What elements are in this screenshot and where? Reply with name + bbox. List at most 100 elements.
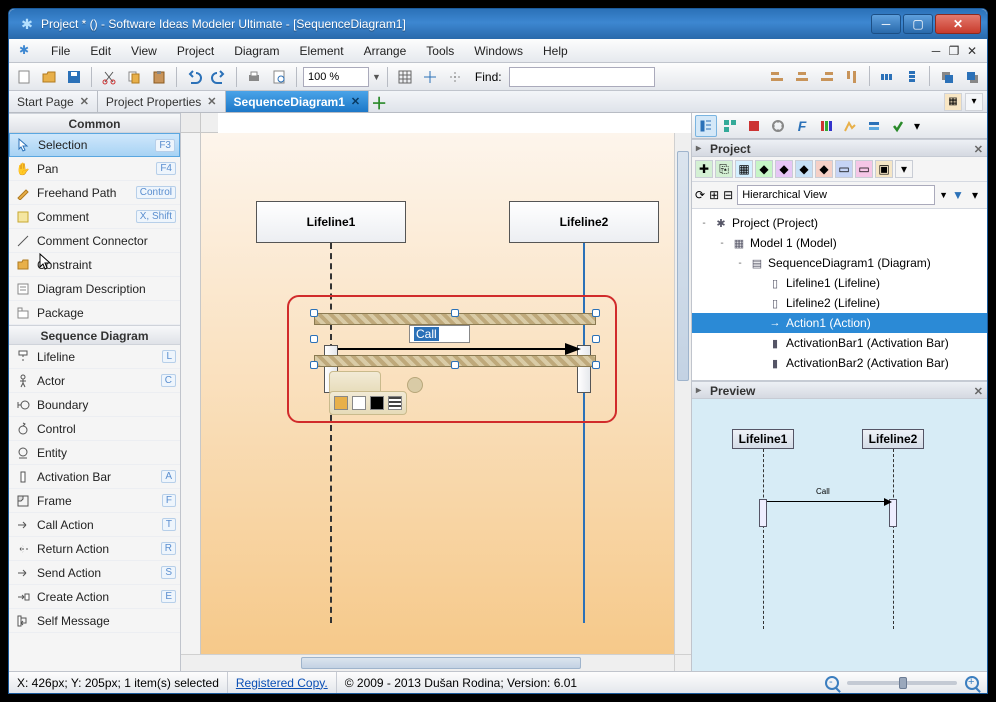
tool-control[interactable]: Control bbox=[9, 417, 180, 441]
maximize-button[interactable]: ▢ bbox=[903, 14, 933, 34]
proj-btn-menu[interactable]: ▾ bbox=[895, 160, 913, 178]
proj-btn-5[interactable]: ◆ bbox=[775, 160, 793, 178]
action-label-editor[interactable]: Call bbox=[409, 325, 470, 343]
tab-close-icon[interactable]: ✕ bbox=[207, 95, 216, 108]
tab-1[interactable]: Project Properties✕ bbox=[98, 91, 226, 112]
proj-btn-10[interactable]: ▣ bbox=[875, 160, 893, 178]
zoom-input[interactable] bbox=[303, 67, 369, 87]
tab-close-icon[interactable]: ✕ bbox=[351, 95, 360, 108]
color-swatch-2[interactable] bbox=[352, 396, 366, 410]
proj-collapse-button[interactable]: ⊟ bbox=[723, 188, 733, 202]
proj-btn-4[interactable]: ◆ bbox=[755, 160, 773, 178]
mdi-restore-icon[interactable]: ❐ bbox=[947, 44, 961, 58]
menu-help[interactable]: Help bbox=[533, 41, 578, 61]
proj-btn-6[interactable]: ◆ bbox=[795, 160, 813, 178]
menu-view[interactable]: View bbox=[121, 41, 167, 61]
project-panel-header[interactable]: Project✕ bbox=[692, 139, 987, 157]
print-button[interactable] bbox=[243, 66, 265, 88]
rp-tool-1[interactable] bbox=[695, 115, 717, 137]
paste-button[interactable] bbox=[148, 66, 170, 88]
tree-row[interactable]: ▯Lifeline2 (Lifeline) bbox=[692, 293, 987, 313]
add-tab-button[interactable]: ＋ bbox=[369, 91, 389, 112]
tree-row[interactable]: ▯Lifeline1 (Lifeline) bbox=[692, 273, 987, 293]
tree-row[interactable]: -✱Project (Project) bbox=[692, 213, 987, 233]
menu-arrange[interactable]: Arrange bbox=[354, 41, 417, 61]
zoom-slider[interactable] bbox=[847, 681, 957, 685]
mdi-minimize-icon[interactable]: ─ bbox=[929, 44, 943, 58]
tool-send-action[interactable]: Send ActionS bbox=[9, 561, 180, 585]
filter-icon[interactable]: ▼ bbox=[952, 188, 968, 202]
horizontal-scrollbar[interactable] bbox=[201, 654, 674, 671]
rp-tool-5[interactable]: F bbox=[791, 115, 813, 137]
cut-button[interactable] bbox=[98, 66, 120, 88]
lifeline-2-header[interactable]: Lifeline2 bbox=[509, 201, 659, 243]
tree-row[interactable]: -▤SequenceDiagram1 (Diagram) bbox=[692, 253, 987, 273]
diagram-canvas[interactable]: Lifeline1 Lifeline2 bbox=[201, 133, 674, 654]
tree-twisty-icon[interactable]: - bbox=[716, 238, 728, 249]
tool-package[interactable]: Package bbox=[9, 301, 180, 325]
proj-btn-7[interactable]: ◆ bbox=[815, 160, 833, 178]
tool-activation-bar[interactable]: Activation BarA bbox=[9, 465, 180, 489]
proj-btn-3[interactable]: ▦ bbox=[735, 160, 753, 178]
tool-comment-connector[interactable]: Comment Connector bbox=[9, 229, 180, 253]
status-registered-link[interactable]: Registered Copy. bbox=[228, 672, 337, 693]
distribute-h-button[interactable] bbox=[876, 66, 898, 88]
tool-boundary[interactable]: Boundary bbox=[9, 393, 180, 417]
context-handle[interactable] bbox=[407, 377, 423, 393]
lifeline-1-header[interactable]: Lifeline1 bbox=[256, 201, 406, 243]
find-input[interactable] bbox=[509, 67, 655, 87]
rp-tool-9[interactable] bbox=[887, 115, 909, 137]
tab-2[interactable]: SequenceDiagram1✕ bbox=[226, 91, 370, 112]
new-button[interactable] bbox=[13, 66, 35, 88]
distribute-v-button[interactable] bbox=[901, 66, 923, 88]
tab-menu-1[interactable]: ▦ bbox=[944, 93, 962, 111]
rp-tool-8[interactable] bbox=[863, 115, 885, 137]
menu-file[interactable]: File bbox=[41, 41, 80, 61]
save-button[interactable] bbox=[63, 66, 85, 88]
color-swatch-1[interactable] bbox=[334, 396, 348, 410]
menu-project[interactable]: Project bbox=[167, 41, 224, 61]
send-back-button[interactable] bbox=[961, 66, 983, 88]
tab-0[interactable]: Start Page✕ bbox=[9, 91, 98, 112]
color-swatch-3[interactable] bbox=[370, 396, 384, 410]
view-mode-select[interactable] bbox=[737, 185, 935, 205]
project-tree[interactable]: -✱Project (Project)-▦Model 1 (Model)-▤Se… bbox=[692, 209, 987, 381]
tool-call-action[interactable]: Call ActionT bbox=[9, 513, 180, 537]
proj-btn-2[interactable]: ⎘ bbox=[715, 160, 733, 178]
undo-button[interactable] bbox=[183, 66, 205, 88]
zoom-out-icon[interactable]: - bbox=[825, 676, 839, 690]
rp-tool-menu[interactable]: ▾ bbox=[911, 115, 923, 137]
copy-button[interactable] bbox=[123, 66, 145, 88]
minimize-button[interactable]: ─ bbox=[871, 14, 901, 34]
menu-diagram[interactable]: Diagram bbox=[224, 41, 289, 61]
align-top-button[interactable] bbox=[841, 66, 863, 88]
vertical-scrollbar[interactable] bbox=[674, 133, 691, 654]
zoom-in-icon[interactable]: + bbox=[965, 676, 979, 690]
tab-close-icon[interactable]: ✕ bbox=[80, 95, 89, 108]
proj-refresh-button[interactable]: ⟳ bbox=[695, 188, 705, 202]
tool-diagram-description[interactable]: Diagram Description bbox=[9, 277, 180, 301]
proj-menu2[interactable]: ▾ bbox=[972, 188, 984, 202]
bring-front-button[interactable] bbox=[936, 66, 958, 88]
preview-panel-header[interactable]: Preview✕ bbox=[692, 381, 987, 399]
tree-twisty-icon[interactable]: - bbox=[734, 258, 746, 269]
print-preview-button[interactable] bbox=[268, 66, 290, 88]
tree-row[interactable]: ▮ActivationBar2 (Activation Bar) bbox=[692, 353, 987, 373]
redo-button[interactable] bbox=[208, 66, 230, 88]
rp-tool-7[interactable] bbox=[839, 115, 861, 137]
proj-btn-8[interactable]: ▭ bbox=[835, 160, 853, 178]
titlebar[interactable]: ✱ Project * () - Software Ideas Modeler … bbox=[9, 9, 987, 39]
tree-twisty-icon[interactable]: - bbox=[698, 218, 710, 229]
close-button[interactable]: ✕ bbox=[935, 14, 981, 34]
proj-btn-9[interactable]: ▭ bbox=[855, 160, 873, 178]
project-panel-close-icon[interactable]: ✕ bbox=[974, 141, 983, 159]
tool-lifeline[interactable]: LifelineL bbox=[9, 345, 180, 369]
open-button[interactable] bbox=[38, 66, 60, 88]
preview-panel[interactable]: Lifeline1 Lifeline2 Call bbox=[692, 399, 987, 671]
tool-self-message[interactable]: Self Message bbox=[9, 609, 180, 633]
tool-actor[interactable]: ActorC bbox=[9, 369, 180, 393]
tool-selection[interactable]: SelectionF3 bbox=[9, 133, 180, 157]
align-center-button[interactable] bbox=[791, 66, 813, 88]
snap-button[interactable] bbox=[419, 66, 441, 88]
rp-tool-3[interactable] bbox=[743, 115, 765, 137]
